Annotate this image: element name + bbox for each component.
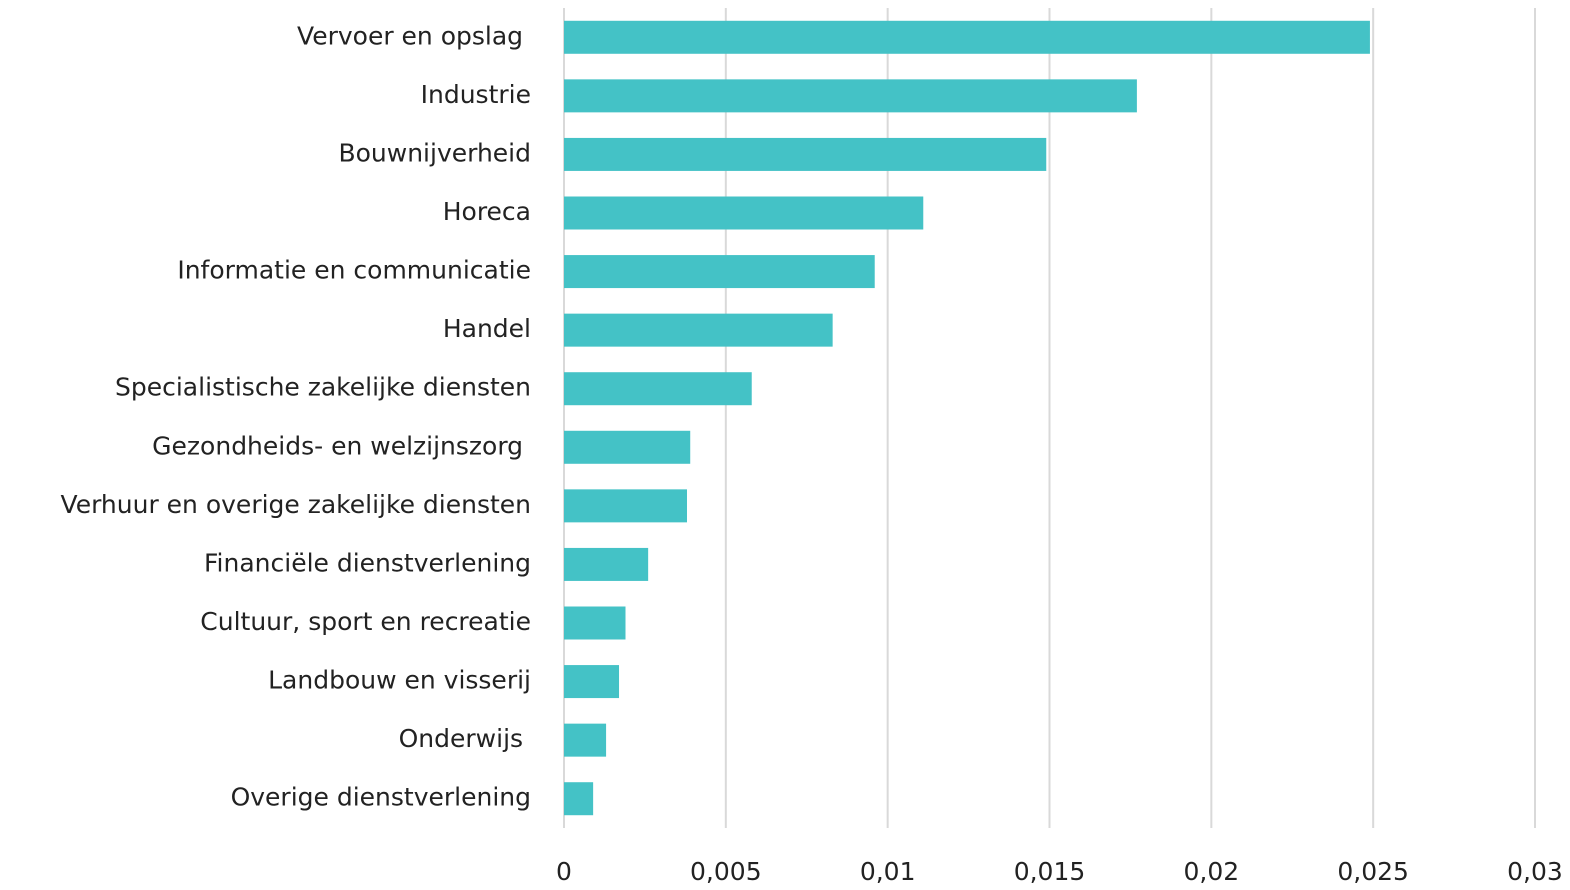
bar — [564, 547, 649, 581]
y-tick-label: Gezondheids- en welzijnszorg — [152, 431, 531, 460]
x-tick-label: 0,01 — [860, 857, 916, 886]
y-tick-label: Onderwijs — [399, 724, 531, 753]
y-tick-label: Cultuur, sport en recreatie — [200, 607, 531, 636]
x-tick-label: 0,03 — [1507, 857, 1563, 886]
y-tick-label: Vervoer en opslag — [297, 21, 531, 50]
bar — [564, 372, 752, 406]
bar — [564, 665, 620, 699]
y-tick-label: Horeca — [443, 197, 531, 226]
bar — [564, 255, 875, 289]
bar — [564, 782, 594, 816]
y-tick-label: Financiële dienstverlening — [204, 548, 531, 577]
bar — [564, 20, 1370, 54]
y-tick-label: Handel — [443, 314, 531, 343]
bar — [564, 137, 1047, 171]
bar — [564, 313, 833, 347]
y-tick-label: Industrie — [421, 80, 531, 109]
bar — [564, 606, 626, 640]
y-tick-label: Specialistische zakelijke diensten — [115, 373, 531, 402]
x-tick-label: 0,015 — [1014, 857, 1086, 886]
bar — [564, 489, 687, 523]
x-tick-label: 0,025 — [1337, 857, 1409, 886]
bar — [564, 196, 924, 230]
x-tick-label: 0 — [556, 857, 572, 886]
bar — [564, 430, 691, 464]
bar — [564, 723, 607, 757]
y-tick-label: Landbouw en visserij — [268, 666, 531, 695]
y-tick-label: Overige dienstverlening — [231, 783, 531, 812]
y-tick-label: Verhuur en overige zakelijke diensten — [61, 490, 531, 519]
x-tick-label: 0,005 — [690, 857, 762, 886]
y-tick-label: Bouwnijverheid — [338, 138, 531, 167]
x-tick-label: 0,02 — [1183, 857, 1239, 886]
bar — [564, 79, 1137, 113]
y-tick-label: Informatie en communicatie — [177, 256, 531, 285]
